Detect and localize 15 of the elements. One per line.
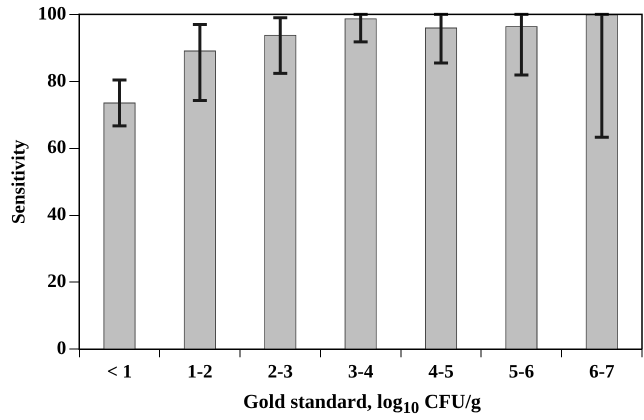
y-tick-label: 0 — [56, 338, 66, 360]
x-axis-title: Gold standard, log$_{10}$ CFU/g — [242, 390, 482, 419]
y-tick-label: 60 — [47, 137, 66, 158]
y-axis-title: Sensitivity — [8, 139, 30, 224]
y-tick-label: 100 — [38, 3, 66, 24]
y-tick-label: 40 — [47, 204, 66, 226]
y-tick-label: 80 — [47, 70, 66, 92]
x-tick-label: 5-6 — [508, 362, 534, 383]
y-tick-label: 20 — [47, 271, 66, 292]
x-tick-label: 1-2 — [187, 362, 213, 383]
x-tick-label: 3-4 — [348, 362, 374, 383]
x-tick-label: 2-3 — [268, 362, 293, 383]
x-tick-label: 6-7 — [589, 362, 615, 383]
x-tick-label: 4-5 — [428, 362, 454, 383]
x-tick-label: < 1 — [106, 362, 132, 383]
